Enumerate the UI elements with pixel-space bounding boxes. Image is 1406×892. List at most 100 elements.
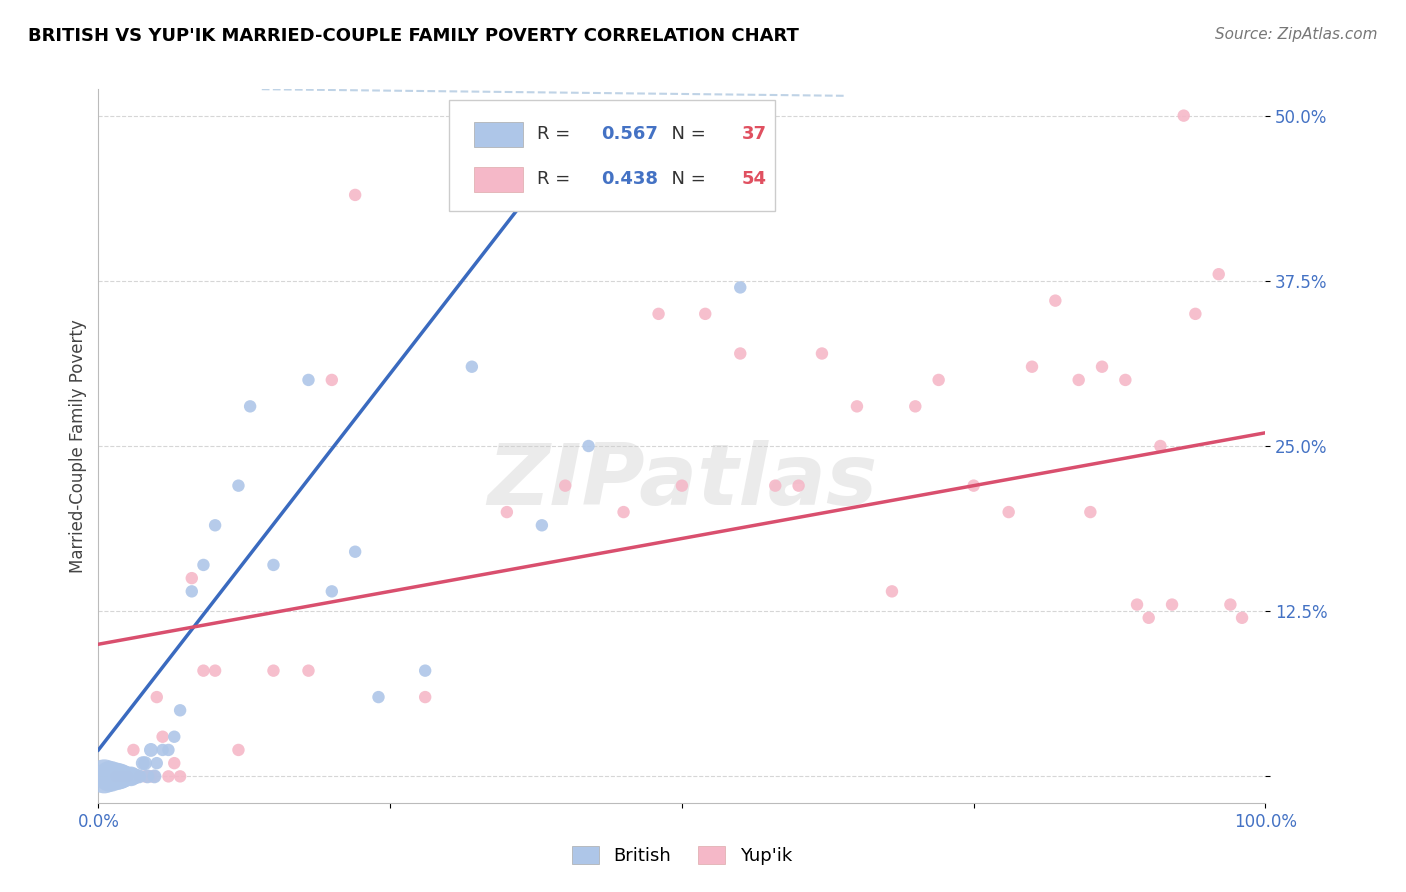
Point — [98, 769, 121, 783]
Point — [845, 400, 868, 414]
Point — [297, 373, 319, 387]
Point — [93, 769, 115, 783]
Point — [695, 307, 717, 321]
Point — [763, 478, 786, 492]
Point — [146, 756, 169, 771]
Point — [169, 703, 191, 717]
Point — [787, 478, 810, 492]
Text: R =: R = — [537, 170, 576, 188]
Text: BRITISH VS YUP'IK MARRIED-COUPLE FAMILY POVERTY CORRELATION CHART: BRITISH VS YUP'IK MARRIED-COUPLE FAMILY … — [28, 27, 799, 45]
Point — [612, 505, 634, 519]
Point — [904, 400, 927, 414]
Point — [413, 664, 436, 678]
Point — [228, 743, 250, 757]
Point — [157, 769, 180, 783]
Point — [122, 743, 145, 757]
Point — [997, 505, 1019, 519]
Point — [169, 769, 191, 783]
Point — [111, 769, 134, 783]
Point — [1137, 611, 1160, 625]
Text: R =: R = — [537, 125, 576, 143]
Point — [134, 756, 156, 771]
Point — [132, 756, 155, 771]
Point — [122, 769, 145, 783]
Point — [344, 545, 367, 559]
Point — [730, 346, 752, 360]
Point — [344, 188, 367, 202]
FancyBboxPatch shape — [474, 121, 523, 146]
Point — [146, 690, 169, 704]
Text: Source: ZipAtlas.com: Source: ZipAtlas.com — [1215, 27, 1378, 42]
Point — [139, 743, 162, 757]
Point — [104, 769, 127, 783]
Point — [413, 690, 436, 704]
Point — [671, 478, 693, 492]
Point — [554, 478, 576, 492]
Point — [1126, 598, 1149, 612]
Text: 54: 54 — [741, 170, 766, 188]
Point — [1219, 598, 1241, 612]
Point — [104, 769, 127, 783]
Point — [1161, 598, 1184, 612]
Point — [530, 518, 553, 533]
Point — [193, 558, 215, 572]
Point — [193, 664, 215, 678]
Point — [578, 439, 600, 453]
Point — [495, 188, 517, 202]
Point — [125, 769, 148, 783]
Point — [1230, 611, 1253, 625]
Point — [1149, 439, 1171, 453]
Point — [321, 584, 343, 599]
Point — [1080, 505, 1102, 519]
Point — [136, 769, 159, 783]
Point — [180, 584, 202, 599]
Point — [180, 571, 202, 585]
Point — [152, 730, 174, 744]
Point — [204, 664, 226, 678]
Point — [163, 730, 186, 744]
Point — [139, 769, 162, 783]
Point — [297, 664, 319, 678]
Point — [262, 664, 284, 678]
Text: 0.438: 0.438 — [602, 170, 658, 188]
Point — [367, 690, 389, 704]
Point — [1091, 359, 1114, 374]
Point — [1173, 109, 1195, 123]
Point — [880, 584, 903, 599]
Text: 37: 37 — [741, 125, 766, 143]
Point — [928, 373, 950, 387]
Point — [117, 769, 139, 783]
Text: N =: N = — [659, 170, 711, 188]
Point — [117, 769, 139, 783]
Point — [143, 769, 166, 783]
Point — [128, 769, 150, 783]
Point — [136, 769, 159, 783]
Point — [262, 558, 284, 572]
Point — [1114, 373, 1136, 387]
Point — [1021, 359, 1043, 374]
Legend: British, Yup'ik: British, Yup'ik — [565, 838, 799, 872]
Point — [120, 769, 142, 783]
Point — [1045, 293, 1067, 308]
Point — [228, 478, 250, 492]
Text: 0.567: 0.567 — [602, 125, 658, 143]
Text: ZIPatlas: ZIPatlas — [486, 440, 877, 524]
Point — [321, 373, 343, 387]
Point — [647, 307, 669, 321]
Point — [1067, 373, 1090, 387]
Point — [128, 769, 150, 783]
FancyBboxPatch shape — [449, 100, 775, 211]
Point — [143, 769, 166, 783]
Point — [962, 478, 984, 492]
Point — [1184, 307, 1206, 321]
Y-axis label: Married-Couple Family Poverty: Married-Couple Family Poverty — [69, 319, 87, 573]
Point — [134, 769, 156, 783]
Point — [1208, 267, 1230, 281]
Point — [163, 756, 186, 771]
Point — [111, 769, 134, 783]
Point — [239, 400, 262, 414]
Text: N =: N = — [659, 125, 711, 143]
Point — [461, 359, 484, 374]
Point — [152, 743, 174, 757]
Point — [495, 505, 517, 519]
